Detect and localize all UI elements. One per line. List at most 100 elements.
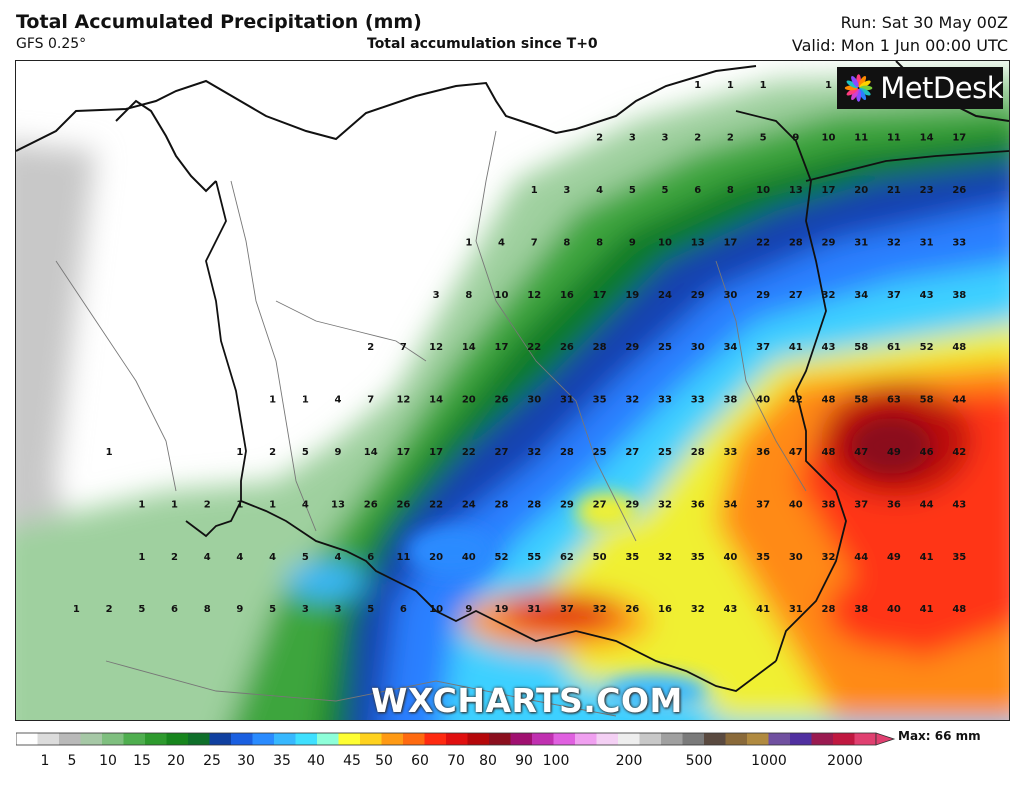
grid-value: 14	[429, 395, 443, 406]
colorbar-tick-label: 100	[542, 753, 570, 769]
grid-value: 40	[723, 552, 737, 563]
grid-value: 40	[789, 499, 803, 510]
colorbar	[16, 732, 896, 746]
grid-value: 5	[269, 604, 276, 615]
grid-value: 48	[952, 604, 966, 615]
grid-value: 20	[854, 185, 868, 196]
colorbar-cell	[59, 733, 81, 745]
southern-border	[240, 500, 777, 692]
grid-value: 37	[560, 604, 574, 615]
colorbar-cell	[790, 733, 812, 745]
grid-value: 1	[269, 499, 276, 510]
grid-value: 20	[462, 395, 476, 406]
grid-value: 20	[429, 552, 443, 563]
grid-value: 32	[658, 499, 672, 510]
colorbar-tick-label: 70	[447, 753, 465, 769]
colorbar-cell	[553, 733, 576, 745]
grid-value: 14	[364, 447, 378, 458]
colorbar-cell	[102, 733, 124, 745]
grid-value: 8	[204, 604, 211, 615]
grid-value: 9	[629, 237, 636, 248]
grid-value: 8	[563, 237, 570, 248]
grid-value: 40	[462, 552, 476, 563]
grid-value: 1	[236, 447, 243, 458]
grid-value: 22	[756, 237, 770, 248]
grid-value: 4	[596, 185, 603, 196]
chart-title: Total Accumulated Precipitation (mm)	[16, 11, 422, 33]
grid-value: 1	[825, 80, 832, 91]
grid-value: 1	[760, 80, 767, 91]
core-carpathian	[501, 595, 621, 631]
grid-value: 2	[204, 499, 211, 510]
grid-value: 28	[691, 447, 705, 458]
colorbar-cell	[145, 733, 167, 745]
grid-value: 1	[171, 499, 178, 510]
grid-value: 37	[854, 499, 868, 510]
grid-value: 31	[527, 604, 541, 615]
grid-value: 43	[822, 342, 836, 353]
grid-value: 52	[920, 342, 934, 353]
colorbar-cell	[661, 733, 683, 745]
grid-value: 27	[625, 447, 639, 458]
grid-value: 19	[625, 290, 639, 301]
colorbar-extend-arrow	[875, 732, 896, 746]
grid-value: 17	[723, 237, 737, 248]
logo-petal	[859, 87, 871, 96]
grid-value: 11	[887, 133, 901, 144]
grid-value: 29	[691, 290, 705, 301]
grid-value: 2	[106, 604, 113, 615]
danish-isles	[115, 99, 217, 193]
grid-value: 29	[560, 499, 574, 510]
colorbar-tick-label: 2000	[827, 753, 863, 769]
grid-value: 38	[723, 395, 737, 406]
grid-value: 4	[269, 552, 276, 563]
band-yellow-b	[536, 501, 776, 701]
grid-value: 7	[367, 395, 374, 406]
logo-petal	[851, 75, 859, 88]
grid-value: 3	[662, 133, 669, 144]
grid-value: 42	[789, 395, 803, 406]
grid-value: 12	[527, 290, 541, 301]
grid-value: 16	[658, 604, 672, 615]
grid-value: 41	[789, 342, 803, 353]
colorbar-cell	[811, 733, 834, 745]
grid-value: 16	[560, 290, 574, 301]
grid-value: 36	[756, 447, 770, 458]
river-vistula	[475, 130, 637, 542]
grid-value: 63	[887, 395, 901, 406]
grid-value: 11	[854, 133, 868, 144]
grid-value: 10	[429, 604, 443, 615]
grid-value: 22	[527, 342, 541, 353]
map-canvas: 1111345723322591011111417134556810131720…	[16, 61, 1009, 720]
colorbar-cell	[338, 733, 361, 745]
grid-value: 17	[495, 342, 509, 353]
grid-value: 29	[625, 499, 639, 510]
grid-value: 28	[527, 499, 541, 510]
grid-value: 44	[920, 499, 934, 510]
grid-value: 32	[822, 290, 836, 301]
borders	[185, 110, 1009, 692]
colorbar-tick-label: 90	[515, 753, 533, 769]
river-oder	[230, 180, 317, 532]
grid-value: 2	[171, 552, 178, 563]
colorbar-cell	[854, 733, 877, 745]
baltic-coast	[16, 65, 757, 152]
grid-value: 5	[302, 552, 309, 563]
logo-petal	[858, 75, 867, 88]
grid-value: 1	[694, 80, 701, 91]
grid-value: 32	[887, 237, 901, 248]
grid-value: 43	[723, 604, 737, 615]
blue-pocket	[406, 526, 496, 576]
colorbar-cell	[747, 733, 769, 745]
colorbar-cell	[532, 733, 554, 745]
grid-value: 34	[854, 290, 868, 301]
grid-value: 9	[236, 604, 243, 615]
grid-value: 34	[723, 499, 737, 510]
grid-value: 2	[367, 342, 374, 353]
colorbar-tick-label: 5	[67, 753, 77, 769]
northeast-border	[805, 150, 1009, 182]
grid-value: 30	[691, 342, 705, 353]
grid-value: 1	[236, 499, 243, 510]
grid-value: 33	[658, 395, 672, 406]
grid-value: 30	[789, 552, 803, 563]
